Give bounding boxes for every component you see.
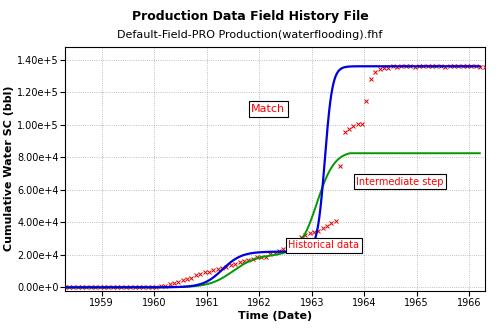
X-axis label: Time (Date): Time (Date)	[238, 311, 312, 321]
Text: Historical data: Historical data	[288, 240, 359, 250]
Text: Match: Match	[252, 104, 286, 114]
Y-axis label: Cumulative Water SC (bbl): Cumulative Water SC (bbl)	[4, 86, 14, 252]
Text: Production Data Field History File: Production Data Field History File	[132, 10, 368, 23]
Text: Default-Field-PRO Production(waterflooding).fhf: Default-Field-PRO Production(waterfloodi…	[118, 30, 382, 40]
Text: Intermediate step: Intermediate step	[356, 177, 444, 187]
